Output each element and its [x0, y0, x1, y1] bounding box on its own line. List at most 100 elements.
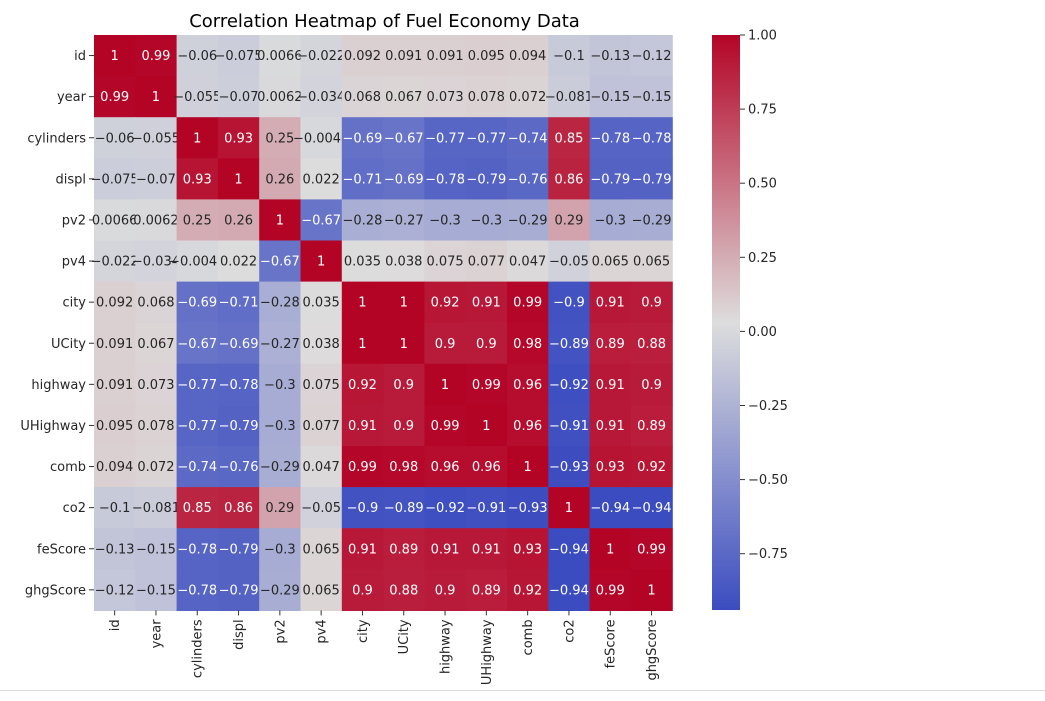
heatmap-cell — [300, 528, 343, 570]
cell-value-label: 0.038 — [385, 255, 422, 270]
colorbar-tick-label: −0.25 — [748, 399, 788, 414]
cell-value-label: 0.047 — [303, 460, 340, 475]
cell-value-label: 0.99 — [472, 378, 501, 393]
heatmap-cell — [630, 76, 673, 118]
cell-value-label: 0.99 — [431, 419, 460, 434]
heatmap-cell — [507, 528, 549, 570]
heatmap-cell — [176, 528, 219, 570]
heatmap-cell — [259, 446, 302, 488]
cell-value-label: −0.79 — [219, 542, 259, 557]
cell-value-label: −0.3 — [264, 378, 296, 393]
heatmap-cell — [341, 322, 384, 365]
cell-value-label: −0.3 — [264, 542, 296, 557]
heatmap-cell — [259, 35, 302, 77]
heatmap-cell — [383, 487, 425, 529]
x-tick-label: id — [108, 619, 123, 631]
cell-value-label: −0.78 — [177, 542, 217, 557]
cell-value-label: −0.67 — [301, 213, 341, 228]
cell-value-label: −0.06 — [95, 131, 135, 146]
heatmap-cell — [465, 281, 508, 324]
cell-value-label: 0.96 — [513, 419, 542, 434]
y-tick-label: id — [74, 49, 86, 64]
cell-value-label: 1 — [647, 583, 655, 598]
cell-value-label: −0.69 — [343, 131, 383, 146]
heatmap-cell — [217, 76, 260, 118]
cell-value-label: −0.29 — [260, 460, 300, 475]
heatmap-cell — [507, 281, 549, 324]
heatmap-cell — [259, 117, 302, 159]
cell-value-label: −0.79 — [590, 172, 630, 187]
heatmap-cell — [630, 446, 673, 488]
cell-value-label: −0.05 — [549, 255, 589, 270]
cell-value-label: 0.091 — [385, 49, 422, 64]
heatmap-cell — [465, 446, 508, 488]
cell-value-label: −0.055 — [132, 131, 180, 146]
heatmap-cell — [259, 569, 302, 611]
cell-value-label: −0.07 — [219, 90, 259, 105]
cell-value-label: −0.29 — [260, 583, 300, 598]
heatmap-cell — [424, 322, 467, 365]
heatmap-cell — [94, 322, 136, 365]
cell-value-label: −0.94 — [632, 501, 672, 516]
cell-value-label: 1 — [152, 90, 160, 105]
heatmap-cell — [465, 240, 508, 283]
heatmap-cell — [465, 528, 508, 570]
heatmap-cell — [383, 528, 425, 570]
heatmap-cell — [383, 404, 425, 447]
cell-value-label: 0.88 — [389, 583, 418, 598]
cell-value-label: 0.92 — [431, 296, 460, 311]
heatmap-cell — [135, 240, 178, 283]
cell-value-label: 1 — [358, 296, 366, 311]
cell-value-label: 0.91 — [348, 419, 377, 434]
heatmap-cell — [135, 363, 178, 406]
heatmap-cell — [94, 446, 136, 488]
colorbar-tick-label: 0.00 — [748, 325, 777, 340]
cell-value-label: −0.76 — [219, 460, 259, 475]
cell-value-label: −0.91 — [549, 419, 589, 434]
heatmap-cell — [94, 404, 136, 447]
heatmap-cell — [630, 158, 673, 200]
cell-value-label: 0.075 — [426, 255, 463, 270]
heatmap-cell — [341, 76, 384, 118]
cell-value-label: −0.15 — [136, 542, 176, 557]
cell-value-label: −0.12 — [632, 49, 672, 64]
heatmap-cell — [424, 281, 467, 324]
cell-value-label: 0.25 — [183, 213, 212, 228]
heatmap-cell — [300, 76, 343, 118]
heatmap-cell — [135, 322, 178, 365]
cell-value-label: 0.091 — [96, 337, 133, 352]
cell-value-label: −0.9 — [553, 296, 585, 311]
cell-value-label: 1 — [565, 501, 573, 516]
cell-value-label: −0.67 — [177, 337, 217, 352]
cell-value-label: 0.065 — [303, 542, 340, 557]
cell-value-label: 0.0062 — [257, 90, 303, 105]
cell-value-label: 0.065 — [303, 583, 340, 598]
heatmap-cell — [300, 240, 343, 283]
cell-value-label: −0.1 — [99, 501, 131, 516]
y-tick-label: UHighway — [20, 419, 86, 434]
x-tick-label: co2 — [562, 619, 577, 642]
heatmap-cell — [548, 117, 591, 159]
cell-value-label: 0.91 — [472, 296, 501, 311]
cell-value-label: 0.9 — [641, 378, 662, 393]
cell-value-label: 0.29 — [554, 213, 583, 228]
cell-value-label: −0.15 — [136, 583, 176, 598]
cell-value-label: 0.91 — [596, 296, 625, 311]
cell-value-label: 0.91 — [596, 378, 625, 393]
heatmap-cell — [135, 158, 178, 200]
cell-value-label: 0.96 — [472, 460, 501, 475]
y-axis-labels: id year cylinders displ pv2 pv4 city UCity highw… — [20, 49, 94, 598]
cell-value-label: 1 — [524, 460, 532, 475]
cell-value-label: 0.92 — [348, 378, 377, 393]
cell-value-label: 0.93 — [224, 131, 253, 146]
cell-value-label: −0.77 — [466, 131, 506, 146]
heatmap-cell — [176, 199, 219, 242]
heatmap-cell — [589, 117, 632, 159]
cell-value-label: 0.93 — [596, 460, 625, 475]
cell-value-label: −0.12 — [95, 583, 135, 598]
heatmap-cell — [507, 199, 549, 242]
cell-value-label: 0.26 — [265, 172, 294, 187]
x-tick-label: city — [356, 619, 371, 643]
